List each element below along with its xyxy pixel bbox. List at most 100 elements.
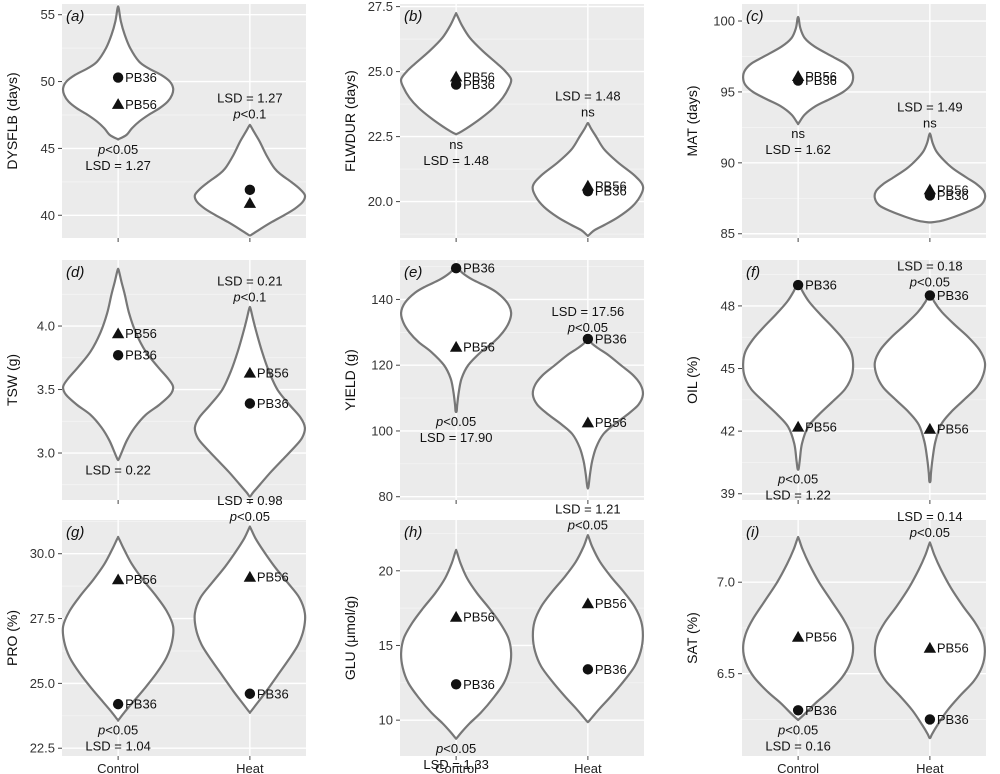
violin-heat: PB56 PB36 LSD = 1.21p<0.05 xyxy=(531,501,644,724)
point-label: PB56 xyxy=(595,415,627,430)
point-label: PB36 xyxy=(463,77,495,92)
point-label: PB36 xyxy=(463,261,495,276)
significance-annotation: ns xyxy=(449,137,463,152)
y-tick-label: 6.5 xyxy=(717,666,735,681)
significance-annotation: p<0.1 xyxy=(232,107,266,122)
point-label: PB56 xyxy=(125,572,157,587)
point-label: PB56 xyxy=(805,69,837,84)
point-label: PB36 xyxy=(595,184,627,199)
significance-annotation: p<0.1 xyxy=(232,289,266,304)
panel-letter: (b) xyxy=(404,8,422,25)
y-tick-label: 10 xyxy=(379,713,393,728)
point-label: PB56 xyxy=(125,97,157,112)
data-point-circle xyxy=(582,186,594,197)
data-point-triangle xyxy=(111,98,125,109)
violin-shape xyxy=(61,535,175,722)
y-axis-label: OIL (%) xyxy=(684,356,700,404)
data-point-triangle xyxy=(449,340,463,352)
significance-annotation: LSD = 0.22 xyxy=(85,462,150,477)
y-tick-label: 40 xyxy=(41,208,55,223)
violin-heat: PB56 PB36 LSD = 0.98p<0.05 xyxy=(193,493,307,714)
y-tick-label: 4.0 xyxy=(37,319,55,334)
violin-shape xyxy=(399,548,513,740)
point-label: PB36 xyxy=(805,703,837,718)
data-point-circle xyxy=(112,698,124,710)
point-label: PB56 xyxy=(937,182,969,197)
data-point-circle xyxy=(582,333,594,345)
violin-heat: PB56 PB36 LSD = 0.14p<0.05 xyxy=(873,509,986,740)
violin-shape xyxy=(399,264,513,414)
significance-annotation: p<0.05 xyxy=(777,722,818,737)
significance-annotation: p<0.05 xyxy=(435,741,476,756)
violin-shape xyxy=(873,541,986,740)
panel-g: 22.5 25.0 27.5 30.0 PRO (%) (g) PB56 PB36 p<0.05… xyxy=(4,493,307,774)
data-point-circle xyxy=(792,705,804,716)
point-label: PB56 xyxy=(463,340,495,355)
significance-annotation: LSD = 1.27 xyxy=(217,91,282,106)
significance-annotation: LSD = 1.49 xyxy=(897,99,962,114)
point-label: PB36 xyxy=(257,396,289,411)
significance-annotation: LSD = 1.62 xyxy=(765,142,830,157)
x-category-label: Control xyxy=(777,761,819,774)
data-point-triangle xyxy=(243,570,257,582)
violin-shape xyxy=(742,535,855,722)
point-label: PB36 xyxy=(595,331,627,346)
point-label: PB56 xyxy=(805,630,837,645)
significance-annotation: LSD = 0.21 xyxy=(217,273,282,288)
point-label: PB36 xyxy=(125,70,157,85)
significance-annotation: LSD = 17.90 xyxy=(420,430,493,445)
data-point-circle xyxy=(112,72,124,83)
y-axis-label: MAT (days) xyxy=(684,85,700,156)
point-label: PB56 xyxy=(805,419,837,434)
significance-annotation: p<0.05 xyxy=(567,320,608,335)
significance-annotation: p<0.05 xyxy=(567,517,608,532)
panel-letter: (a) xyxy=(66,8,84,25)
y-tick-label: 80 xyxy=(379,489,393,504)
point-label: PB56 xyxy=(595,596,627,611)
y-tick-label: 15 xyxy=(379,638,393,653)
violin-shape xyxy=(742,280,855,471)
y-tick-label: 100 xyxy=(713,14,735,29)
significance-annotation: LSD = 1.22 xyxy=(765,488,830,503)
x-category-label: Control xyxy=(97,761,139,774)
point-label: PB36 xyxy=(937,712,969,727)
y-tick-label: 100 xyxy=(371,423,393,438)
data-point-triangle xyxy=(111,573,125,585)
data-point-circle xyxy=(924,714,936,725)
data-point-circle xyxy=(244,184,256,196)
data-point-circle xyxy=(450,263,462,274)
data-point-triangle xyxy=(923,641,937,653)
point-label: PB36 xyxy=(595,662,627,677)
x-category-label: Heat xyxy=(236,761,264,774)
panel-letter: (e) xyxy=(404,264,422,281)
significance-annotation: p<0.05 xyxy=(97,723,138,738)
point-label: PB36 xyxy=(937,288,969,303)
significance-annotation: LSD = 1.33 xyxy=(423,757,488,772)
point-label: PB56 xyxy=(257,570,289,585)
data-point-circle xyxy=(792,75,804,86)
violin-heat: PB56 PB36 LSD = 0.21p<0.1 xyxy=(193,273,307,498)
violin-shape xyxy=(61,267,175,462)
significance-annotation: LSD = 1.04 xyxy=(85,739,150,754)
point-label: PB56 xyxy=(595,179,627,194)
x-category-label: Heat xyxy=(574,761,602,774)
y-tick-label: 45 xyxy=(41,141,55,156)
y-tick-label: 22.5 xyxy=(368,129,393,144)
y-tick-label: 39 xyxy=(721,486,735,501)
data-point-triangle xyxy=(243,366,257,378)
point-label: PB56 xyxy=(937,422,969,437)
x-category-label: Heat xyxy=(916,761,944,774)
point-label: PB36 xyxy=(257,686,289,701)
y-axis-label: YIELD (g) xyxy=(342,349,358,410)
significance-annotation: ns xyxy=(581,105,595,120)
y-tick-label: 50 xyxy=(41,74,55,89)
